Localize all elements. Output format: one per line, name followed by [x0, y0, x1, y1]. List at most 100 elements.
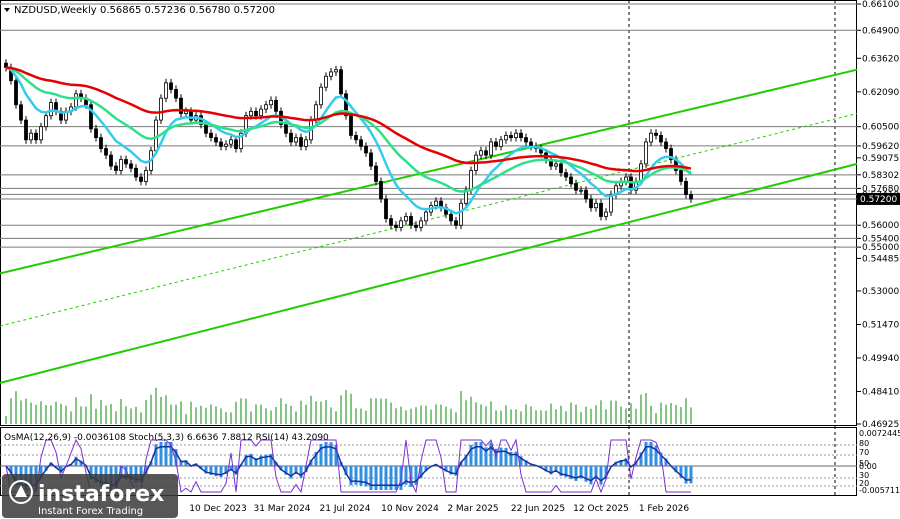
channel-line	[0, 68, 858, 275]
candle-body	[424, 211, 428, 222]
horizontal-levels	[0, 3, 857, 248]
candle-body	[594, 202, 598, 209]
candle-body	[164, 82, 168, 99]
ema-line	[5, 66, 692, 193]
moving-averages	[5, 66, 692, 215]
period-separators	[628, 0, 836, 496]
candle-body	[139, 176, 143, 182]
candle-body	[524, 137, 528, 143]
candle-body	[214, 137, 218, 143]
x-tick-label: 21 Jul 2024	[320, 504, 371, 514]
candle-body	[94, 128, 98, 139]
candle-body	[384, 198, 388, 220]
candle-body	[179, 97, 183, 114]
candle-body	[659, 135, 663, 143]
candle-body	[389, 218, 393, 226]
candle-body	[219, 141, 223, 147]
y-tick-label: 0.49940	[862, 354, 899, 364]
candle-body	[289, 132, 293, 143]
candle-body	[409, 216, 413, 226]
y-tick-label: 0.58302	[862, 171, 899, 181]
candle-body	[229, 139, 233, 145]
osc-axis-label: 0.0072445	[859, 429, 900, 438]
candle-body	[489, 141, 493, 156]
channel-line	[0, 162, 858, 384]
candle-body	[134, 167, 138, 178]
x-tick-label: 10 Dec 2023	[189, 504, 247, 514]
osc-axis-label: 30	[859, 471, 869, 480]
candle-body	[204, 124, 208, 134]
price-tag-label: 0.57200	[860, 195, 897, 205]
candle-body	[239, 132, 243, 149]
candle-body	[509, 135, 513, 139]
y-tick-label: 0.62090	[862, 88, 899, 98]
x-tick-label: 22 Jun 2025	[511, 504, 565, 514]
candle-body	[254, 110, 258, 117]
current-price-tag: 0.57200	[857, 192, 900, 205]
y-tick-label: 0.48410	[862, 387, 899, 397]
candle-body	[124, 159, 128, 165]
candle-body	[344, 93, 348, 117]
x-tick-label: 12 Oct 2025	[573, 504, 629, 514]
candle-body	[394, 224, 398, 228]
y-tick-label: 0.66100	[862, 0, 899, 10]
candle-body	[349, 115, 353, 136]
time-axis: 10 Dec 2023 31 Mar 2024 21 Jul 2024 10 Nov …	[189, 504, 689, 514]
candle-body	[609, 194, 613, 213]
candle-body	[104, 148, 108, 156]
candle-body	[494, 141, 498, 147]
candle-body	[174, 89, 178, 99]
candle-body	[184, 110, 188, 114]
main-plot-frame	[0, 0, 857, 426]
candle-body	[274, 99, 278, 112]
y-tick-label: 0.64900	[862, 26, 899, 36]
brand-name: instaforex	[38, 482, 164, 507]
candle-body	[299, 137, 303, 147]
x-tick-label: 10 Nov 2024	[381, 504, 439, 514]
candle-body	[144, 170, 148, 182]
candle-body	[159, 97, 163, 121]
oscillator-frame	[0, 427, 857, 496]
candle-body	[649, 132, 653, 143]
candle-body	[169, 82, 173, 90]
candle-body	[24, 119, 28, 141]
candle-body	[369, 152, 373, 167]
candle-body	[284, 124, 288, 134]
candle-body	[434, 200, 438, 206]
candle-body	[469, 170, 473, 191]
candle-body	[19, 104, 23, 121]
candle-body	[379, 181, 383, 200]
candle-body	[679, 170, 683, 182]
candle-body	[304, 139, 308, 147]
osc-axis-label: 50	[859, 459, 869, 468]
trend-channels	[0, 68, 858, 384]
candle-body	[604, 211, 608, 217]
osc-axis-label: 0.00	[859, 462, 877, 471]
x-tick-label: 2 Mar 2025	[447, 504, 498, 514]
candle-body	[209, 132, 213, 139]
dropdown-triangle-icon[interactable]	[4, 8, 10, 12]
candle-body	[29, 132, 33, 141]
candle-body	[584, 189, 588, 200]
y-tick-label: 0.46925	[862, 420, 899, 430]
y-tick-label: 0.55000	[862, 243, 899, 253]
price-tag-box	[857, 192, 900, 205]
candle-body	[339, 69, 343, 95]
candle-body	[599, 202, 603, 217]
candle-body	[224, 143, 228, 147]
oscillator-label: OsMA(12,26,9) -0.0036108 Stoch(5,3,3) 6.…	[4, 433, 329, 443]
candle-body	[644, 141, 648, 165]
candle-body	[499, 139, 503, 147]
brand-tagline: Instant Forex Trading	[38, 506, 143, 517]
price-axis-ticks: 0.66100 0.64900 0.63620 0.62090 0.60500 0.596…	[857, 0, 899, 430]
stoch-main-line	[5, 438, 691, 494]
candle-body	[259, 108, 263, 117]
candle-body	[579, 189, 583, 192]
candle-body	[559, 163, 563, 174]
candle-body	[519, 132, 523, 139]
candle-body	[414, 224, 418, 228]
candle-body	[249, 110, 253, 117]
osc-axis-label: -0.005711	[859, 486, 900, 495]
